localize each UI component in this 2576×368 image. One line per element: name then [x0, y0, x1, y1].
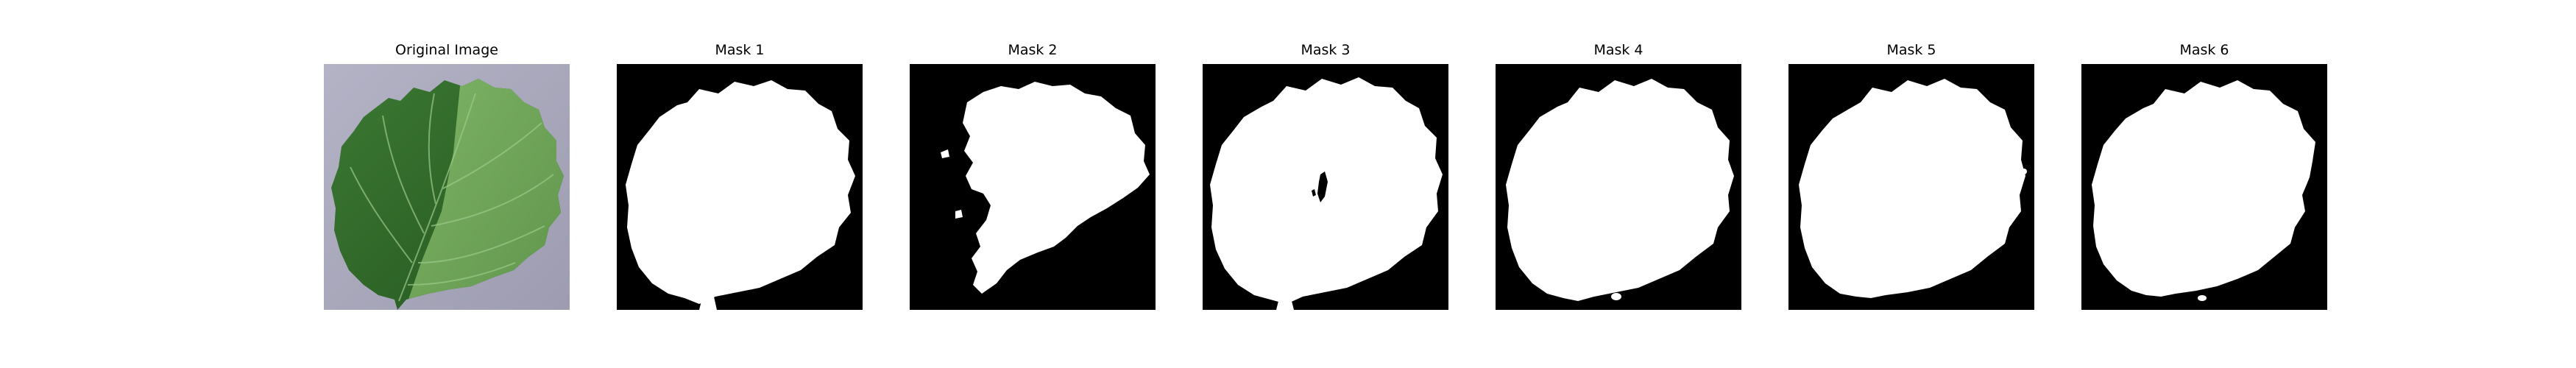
panel-title: Mask 2	[1008, 42, 1058, 58]
panel-title: Mask 6	[2179, 42, 2229, 58]
original-image	[324, 64, 570, 310]
panel-title: Original Image	[395, 42, 498, 58]
mask-4-image	[1496, 64, 1741, 310]
panel-title: Mask 3	[1301, 42, 1351, 58]
mask-6-image	[2081, 64, 2327, 310]
mask-2-image	[910, 64, 1156, 310]
panel-title: Mask 4	[1593, 42, 1643, 58]
mask-3-image	[1203, 64, 1448, 310]
panel-title: Mask 1	[715, 42, 765, 58]
mask-1-image	[617, 64, 863, 310]
panel-title: Mask 5	[1886, 42, 1936, 58]
mask-5-image	[1788, 64, 2034, 310]
